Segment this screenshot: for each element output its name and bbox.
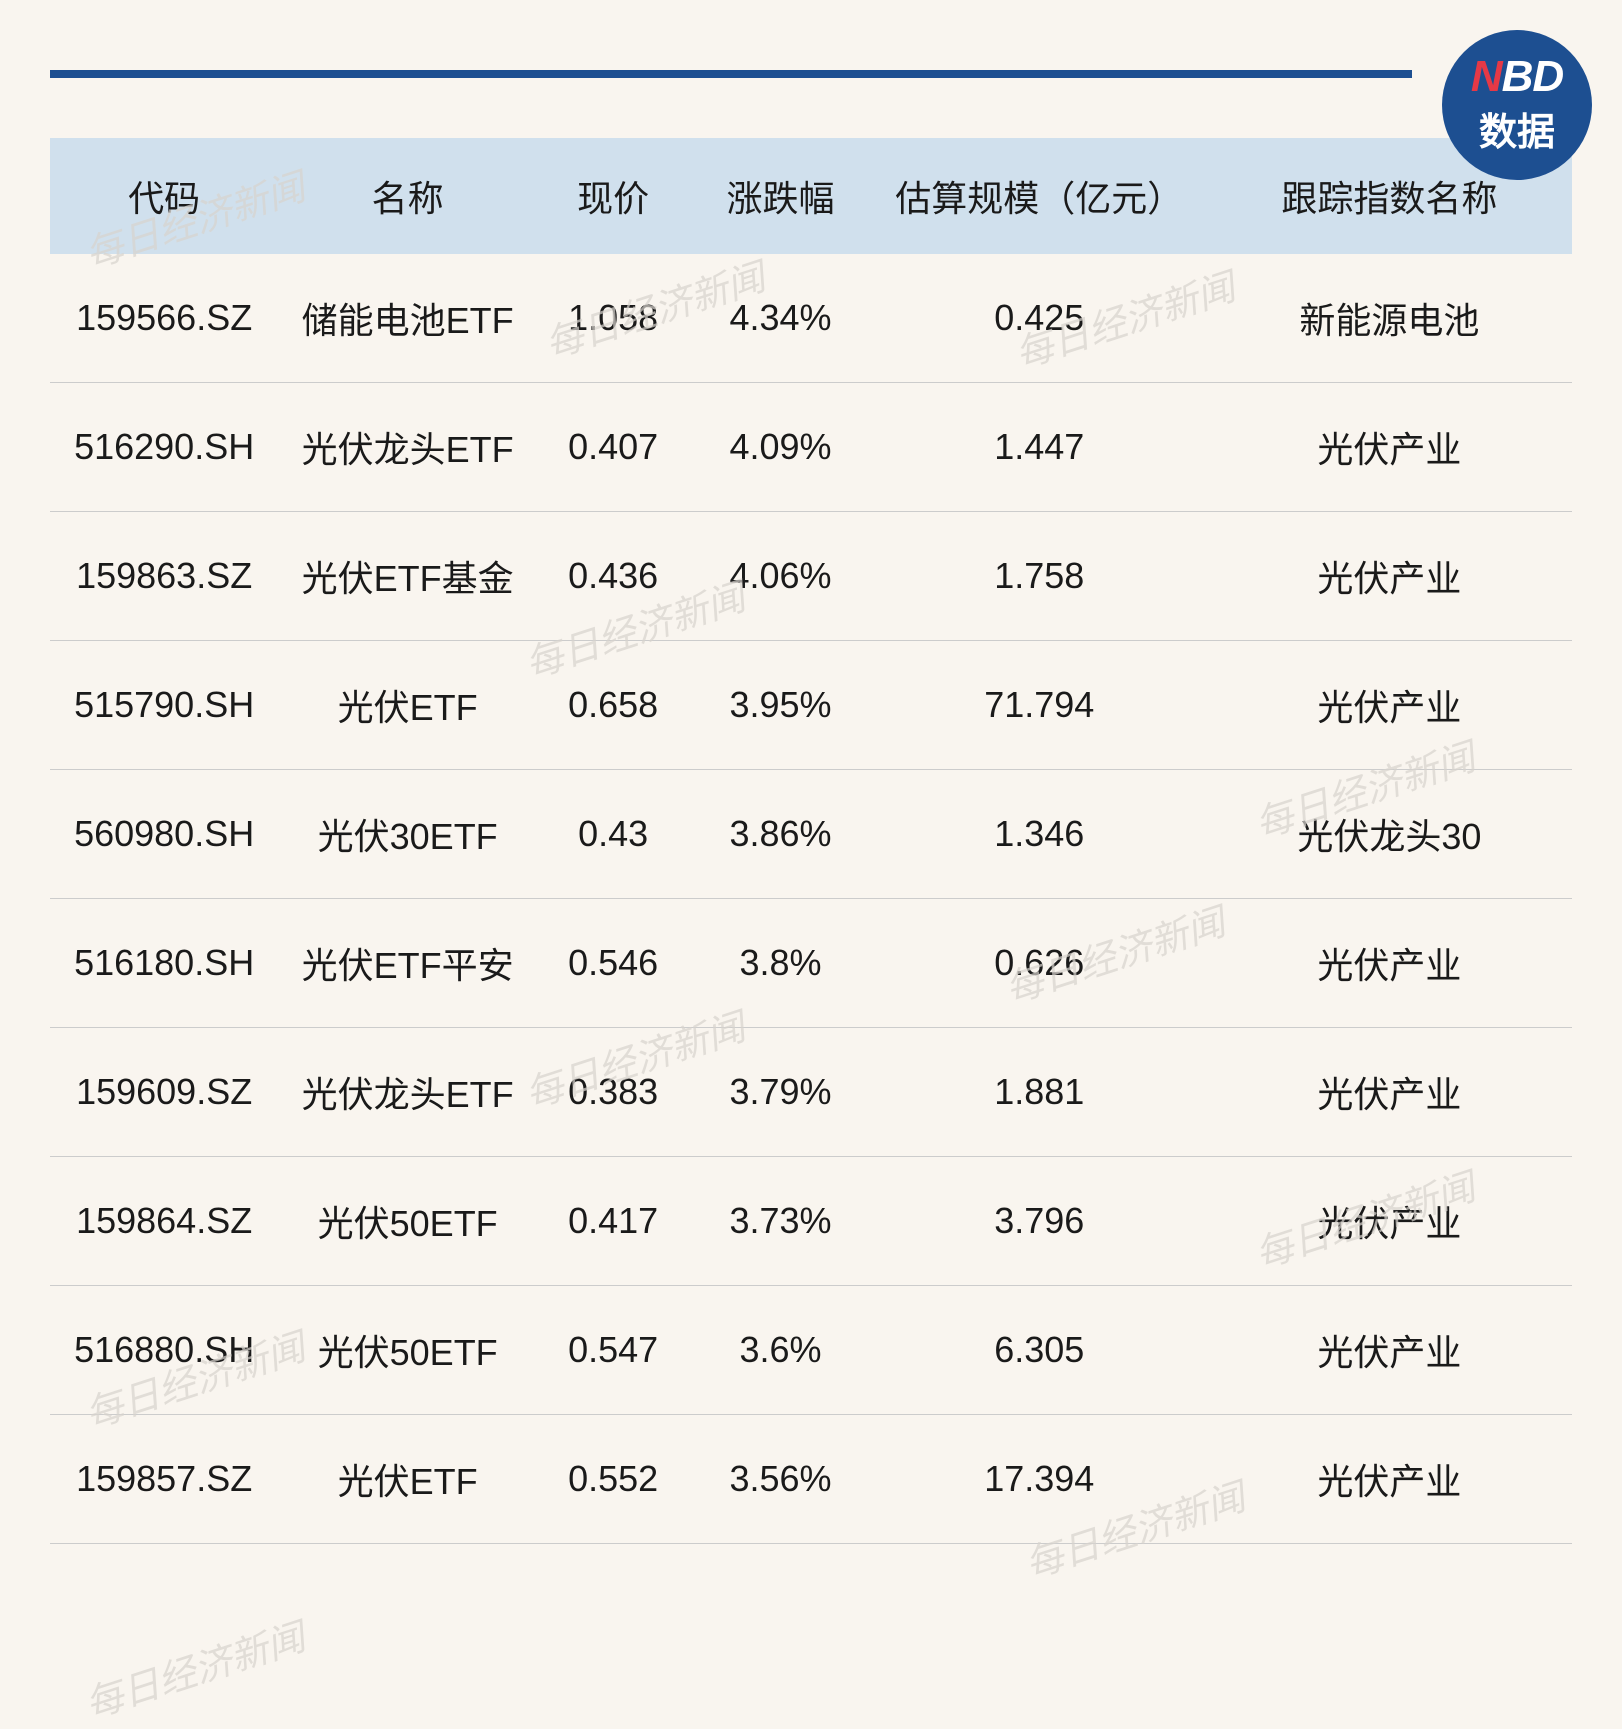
cell-code: 159863.SZ bbox=[50, 512, 278, 641]
cell-code: 516290.SH bbox=[50, 383, 278, 512]
cell-price: 0.546 bbox=[537, 899, 689, 1028]
cell-name: 光伏50ETF bbox=[278, 1286, 537, 1415]
cell-name: 光伏50ETF bbox=[278, 1157, 537, 1286]
cell-change: 3.95% bbox=[689, 641, 872, 770]
cell-scale: 3.796 bbox=[872, 1157, 1207, 1286]
cell-change: 3.86% bbox=[689, 770, 872, 899]
cell-change: 3.56% bbox=[689, 1415, 872, 1544]
badge-sub-text: 数据 bbox=[1479, 101, 1555, 156]
badge-bd-letters: BD bbox=[1502, 52, 1564, 101]
cell-index: 光伏龙头30 bbox=[1207, 770, 1572, 899]
cell-change: 3.6% bbox=[689, 1286, 872, 1415]
cell-scale: 1.447 bbox=[872, 383, 1207, 512]
badge-nbd-text: NBD bbox=[1471, 55, 1563, 99]
cell-index: 光伏产业 bbox=[1207, 899, 1572, 1028]
cell-code: 159566.SZ bbox=[50, 254, 278, 383]
table-row: 159863.SZ光伏ETF基金0.4364.06%1.758光伏产业 bbox=[50, 512, 1572, 641]
cell-name: 光伏ETF bbox=[278, 1415, 537, 1544]
nbd-badge: NBD 数据 bbox=[1442, 30, 1592, 180]
badge-n-letter: N bbox=[1471, 52, 1502, 101]
cell-price: 0.43 bbox=[537, 770, 689, 899]
col-header-name: 名称 bbox=[278, 138, 537, 254]
cell-code: 515790.SH bbox=[50, 641, 278, 770]
cell-price: 0.658 bbox=[537, 641, 689, 770]
table-row: 516180.SH光伏ETF平安0.5463.8%0.626光伏产业 bbox=[50, 899, 1572, 1028]
cell-scale: 1.346 bbox=[872, 770, 1207, 899]
col-header-code: 代码 bbox=[50, 138, 278, 254]
cell-code: 159864.SZ bbox=[50, 1157, 278, 1286]
cell-change: 3.8% bbox=[689, 899, 872, 1028]
cell-index: 光伏产业 bbox=[1207, 1415, 1572, 1544]
cell-change: 4.06% bbox=[689, 512, 872, 641]
table-body: 159566.SZ储能电池ETF1.0584.34%0.425新能源电池5162… bbox=[50, 254, 1572, 1544]
table-row: 560980.SH光伏30ETF0.433.86%1.346光伏龙头30 bbox=[50, 770, 1572, 899]
etf-table: 代码 名称 现价 涨跌幅 估算规模（亿元） 跟踪指数名称 159566.SZ储能… bbox=[50, 138, 1572, 1544]
cell-price: 0.417 bbox=[537, 1157, 689, 1286]
cell-index: 光伏产业 bbox=[1207, 383, 1572, 512]
cell-index: 光伏产业 bbox=[1207, 1028, 1572, 1157]
cell-name: 光伏ETF基金 bbox=[278, 512, 537, 641]
cell-name: 储能电池ETF bbox=[278, 254, 537, 383]
watermark-text: 每日经济新闻 bbox=[77, 1606, 311, 1729]
cell-scale: 6.305 bbox=[872, 1286, 1207, 1415]
cell-change: 3.73% bbox=[689, 1157, 872, 1286]
col-header-price: 现价 bbox=[537, 138, 689, 254]
table-row: 516880.SH光伏50ETF0.5473.6%6.305光伏产业 bbox=[50, 1286, 1572, 1415]
cell-scale: 71.794 bbox=[872, 641, 1207, 770]
cell-index: 光伏产业 bbox=[1207, 641, 1572, 770]
cell-index: 光伏产业 bbox=[1207, 512, 1572, 641]
cell-price: 0.547 bbox=[537, 1286, 689, 1415]
cell-code: 159609.SZ bbox=[50, 1028, 278, 1157]
cell-code: 516880.SH bbox=[50, 1286, 278, 1415]
table-header-row: 代码 名称 现价 涨跌幅 估算规模（亿元） 跟踪指数名称 bbox=[50, 138, 1572, 254]
cell-price: 0.552 bbox=[537, 1415, 689, 1544]
cell-change: 4.34% bbox=[689, 254, 872, 383]
cell-name: 光伏ETF平安 bbox=[278, 899, 537, 1028]
table-row: 159566.SZ储能电池ETF1.0584.34%0.425新能源电池 bbox=[50, 254, 1572, 383]
cell-code: 560980.SH bbox=[50, 770, 278, 899]
cell-change: 3.79% bbox=[689, 1028, 872, 1157]
cell-price: 0.383 bbox=[537, 1028, 689, 1157]
cell-price: 0.407 bbox=[537, 383, 689, 512]
table-row: 159857.SZ光伏ETF0.5523.56%17.394光伏产业 bbox=[50, 1415, 1572, 1544]
cell-scale: 17.394 bbox=[872, 1415, 1207, 1544]
col-header-scale: 估算规模（亿元） bbox=[872, 138, 1207, 254]
cell-index: 光伏产业 bbox=[1207, 1157, 1572, 1286]
cell-name: 光伏30ETF bbox=[278, 770, 537, 899]
cell-name: 光伏龙头ETF bbox=[278, 383, 537, 512]
cell-price: 0.436 bbox=[537, 512, 689, 641]
header-line bbox=[50, 70, 1412, 78]
table-header: 代码 名称 现价 涨跌幅 估算规模（亿元） 跟踪指数名称 bbox=[50, 138, 1572, 254]
cell-code: 516180.SH bbox=[50, 899, 278, 1028]
cell-scale: 1.881 bbox=[872, 1028, 1207, 1157]
cell-price: 1.058 bbox=[537, 254, 689, 383]
table-row: 516290.SH光伏龙头ETF0.4074.09%1.447光伏产业 bbox=[50, 383, 1572, 512]
cell-code: 159857.SZ bbox=[50, 1415, 278, 1544]
cell-scale: 0.425 bbox=[872, 254, 1207, 383]
table-row: 159864.SZ光伏50ETF0.4173.73%3.796光伏产业 bbox=[50, 1157, 1572, 1286]
table-row: 515790.SH光伏ETF0.6583.95%71.794光伏产业 bbox=[50, 641, 1572, 770]
main-container: NBD 数据 代码 名称 现价 涨跌幅 估算规模（亿元） 跟踪指数名称 1595… bbox=[0, 0, 1622, 1594]
cell-index: 新能源电池 bbox=[1207, 254, 1572, 383]
cell-scale: 0.626 bbox=[872, 899, 1207, 1028]
col-header-change: 涨跌幅 bbox=[689, 138, 872, 254]
table-row: 159609.SZ光伏龙头ETF0.3833.79%1.881光伏产业 bbox=[50, 1028, 1572, 1157]
cell-name: 光伏ETF bbox=[278, 641, 537, 770]
cell-scale: 1.758 bbox=[872, 512, 1207, 641]
cell-name: 光伏龙头ETF bbox=[278, 1028, 537, 1157]
cell-change: 4.09% bbox=[689, 383, 872, 512]
cell-index: 光伏产业 bbox=[1207, 1286, 1572, 1415]
